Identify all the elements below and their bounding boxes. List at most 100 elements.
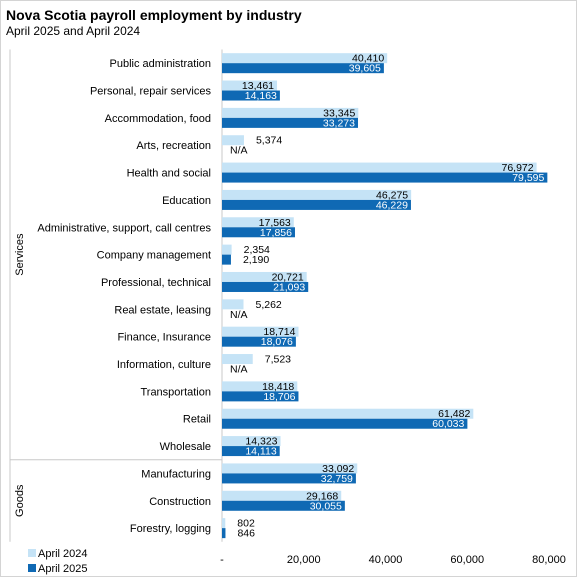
bar-april-2024-company-management: [222, 244, 232, 255]
chart-subtitle: April 2025 and April 2024: [6, 24, 141, 38]
legend-label-april-2025: April 2025: [38, 563, 88, 575]
category-label-construction: Construction: [149, 496, 211, 508]
bar-april-2025-personal-repair-services: [222, 90, 280, 101]
category-label-real-estate-leasing: Real estate, leasing: [114, 304, 211, 316]
bar-april-2025-education: [222, 199, 411, 210]
data-label-april-2025-forestry-logging: 846: [237, 528, 255, 540]
data-label-april-2024-manufacturing: 33,092: [322, 463, 354, 475]
data-label-april-2025-real-estate-leasing: N/A: [230, 309, 248, 321]
category-label-public-administration: Public administration: [110, 58, 212, 70]
bar-april-2024-finance-insurance: [222, 326, 299, 337]
category-label-finance-insurance: Finance, Insurance: [117, 332, 211, 344]
x-tick-label-4: 80,000: [532, 554, 566, 566]
bar-april-2025-manufacturing: [222, 473, 356, 484]
bar-april-2024-arts-recreation: [222, 135, 244, 146]
data-label-april-2024-real-estate-leasing: 5,262: [256, 299, 282, 311]
bar-april-2025-construction: [222, 500, 345, 511]
data-label-april-2024-education: 46,275: [376, 189, 408, 201]
data-label-april-2025-education: 46,229: [376, 199, 408, 211]
data-label-april-2025-public-administration: 39,605: [349, 63, 381, 75]
bar-april-2024-administrative-support-call-centres: [222, 217, 294, 228]
data-label-april-2025-personal-repair-services: 14,163: [245, 90, 277, 102]
category-label-education: Education: [162, 195, 211, 207]
category-label-health-and-social: Health and social: [127, 168, 211, 180]
data-label-april-2025-construction: 30,055: [310, 500, 342, 512]
category-label-transportation: Transportation: [140, 386, 211, 398]
category-label-forestry-logging: Forestry, logging: [130, 523, 211, 535]
bar-april-2025-finance-insurance: [222, 336, 296, 347]
data-label-april-2025-wholesale: 14,113: [245, 446, 276, 458]
bar-april-2024-education: [222, 189, 412, 200]
bar-april-2025-forestry-logging: [222, 528, 226, 539]
data-label-april-2024-professional-technical: 20,721: [272, 271, 304, 283]
category-label-information-culture: Information, culture: [117, 359, 211, 371]
data-label-april-2024-public-administration: 40,410: [352, 53, 384, 65]
data-label-april-2024-transportation: 18,418: [262, 381, 294, 393]
bar-april-2024-health-and-social: [222, 162, 537, 173]
data-label-april-2024-accommodation-food: 33,345: [323, 107, 355, 119]
data-label-april-2024-arts-recreation: 5,374: [256, 135, 282, 147]
group-label-services: Services: [14, 233, 26, 276]
bar-april-2025-company-management: [222, 254, 231, 265]
bar-april-2025-health-and-social: [222, 172, 548, 183]
x-tick-label-1: 20,000: [287, 554, 321, 566]
bar-april-2024-wholesale: [222, 436, 281, 447]
bar-april-2024-professional-technical: [222, 271, 307, 282]
data-label-april-2025-retail: 60,033: [432, 418, 464, 430]
category-label-accommodation-food: Accommodation, food: [105, 113, 211, 125]
category-label-professional-technical: Professional, technical: [101, 277, 211, 289]
category-label-personal-repair-services: Personal, repair services: [90, 86, 212, 98]
bar-april-2025-administrative-support-call-centres: [222, 227, 295, 238]
data-label-april-2024-wholesale: 14,323: [245, 436, 277, 448]
bar-april-2025-professional-technical: [222, 281, 309, 292]
data-label-april-2024-information-culture: 7,523: [265, 354, 291, 366]
data-label-april-2024-administrative-support-call-centres: 17,563: [259, 217, 291, 229]
bar-april-2024-public-administration: [222, 53, 388, 64]
bar-april-2024-accommodation-food: [222, 107, 359, 118]
data-label-april-2025-professional-technical: 21,093: [273, 281, 305, 293]
data-label-april-2025-finance-insurance: 18,076: [261, 336, 293, 348]
bar-april-2025-accommodation-food: [222, 117, 359, 128]
chart-title: Nova Scotia payroll employment by indust…: [6, 7, 302, 23]
x-tick-label-3: 60,000: [450, 554, 484, 566]
bar-april-2025-retail: [222, 418, 468, 429]
bar-april-2024-construction: [222, 490, 342, 501]
legend-swatch-april-2025: [28, 564, 36, 572]
data-label-april-2025-company-management: 2,190: [243, 254, 269, 266]
data-label-april-2025-transportation: 18,706: [263, 391, 295, 403]
data-label-april-2025-manufacturing: 32,759: [321, 473, 353, 485]
data-label-april-2024-construction: 29,168: [306, 490, 338, 502]
bar-april-2024-forestry-logging: [222, 518, 226, 529]
data-label-april-2024-personal-repair-services: 13,461: [242, 80, 274, 92]
data-label-april-2025-administrative-support-call-centres: 17,856: [260, 227, 292, 239]
bar-april-2024-transportation: [222, 381, 298, 392]
bar-april-2024-information-culture: [222, 354, 253, 365]
legend-swatch-april-2024: [28, 549, 36, 557]
data-label-april-2024-forestry-logging: 802: [237, 518, 255, 530]
x-tick-label-2: 40,000: [369, 554, 403, 566]
data-label-april-2024-retail: 61,482: [438, 408, 470, 420]
category-label-arts-recreation: Arts, recreation: [136, 140, 211, 152]
group-label-goods: Goods: [14, 484, 26, 517]
category-label-company-management: Company management: [97, 250, 211, 262]
bar-april-2025-public-administration: [222, 63, 384, 74]
legend-label-april-2024: April 2024: [38, 548, 88, 560]
bar-april-2024-real-estate-leasing: [222, 299, 244, 310]
data-label-april-2025-accommodation-food: 33,273: [323, 117, 355, 129]
category-label-manufacturing: Manufacturing: [141, 468, 211, 480]
bar-april-2025-wholesale: [222, 446, 280, 457]
bar-april-2024-retail: [222, 408, 474, 419]
bar-april-2025-transportation: [222, 391, 299, 402]
bar-april-2024-personal-repair-services: [222, 80, 278, 91]
bar-april-2024-manufacturing: [222, 463, 358, 474]
category-label-administrative-support-call-centres: Administrative, support, call centres: [37, 222, 211, 234]
data-label-april-2024-finance-insurance: 18,714: [263, 326, 295, 338]
category-label-retail: Retail: [183, 414, 211, 426]
data-label-april-2025-information-culture: N/A: [230, 364, 248, 376]
data-label-april-2025-health-and-social: 79,595: [512, 172, 544, 184]
x-tick-label-0: -: [220, 554, 224, 566]
data-label-april-2024-health-and-social: 76,972: [501, 162, 533, 174]
data-label-april-2025-arts-recreation: N/A: [230, 145, 248, 157]
category-label-wholesale: Wholesale: [160, 441, 211, 453]
